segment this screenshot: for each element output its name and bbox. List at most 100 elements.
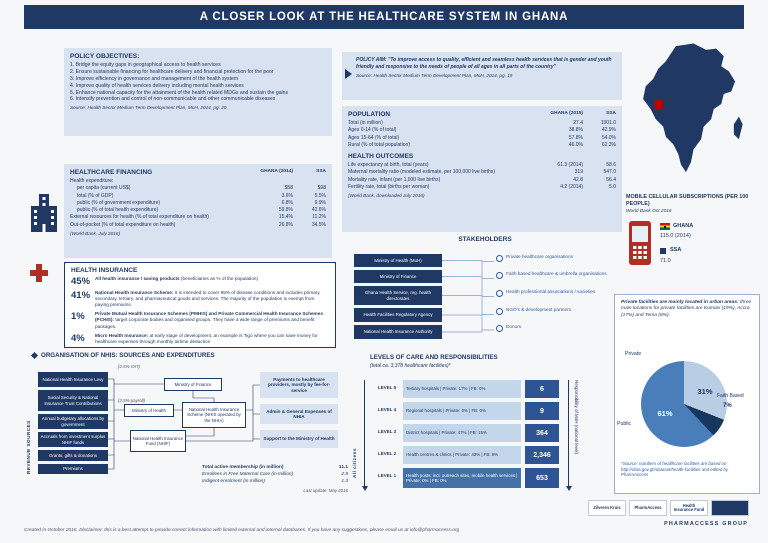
financing-row-label: per capita (current US$)	[77, 185, 131, 192]
population-ghana-value: 57.8%	[568, 134, 583, 141]
population-title: POPULATION	[348, 111, 391, 118]
hospital-building-icon	[31, 194, 57, 232]
nhis-stat-row: Indigent enrolment (in million) 1.3	[202, 478, 348, 485]
logo-zilveren-kruis: Zilveren Kruis	[588, 500, 626, 516]
donor-icon	[496, 325, 503, 332]
africa-map	[643, 43, 743, 173]
insurance-item: 41% National Health Insurance Scheme: It…	[71, 290, 329, 308]
outcome-row-label: Maternal mortality ratio (modeled estima…	[348, 169, 496, 176]
stat-value: 11.1	[338, 465, 348, 470]
nhis-stats: Total active membership (in million) 11.1…	[202, 464, 348, 493]
africa-silhouette	[643, 43, 736, 173]
level-description: District hospitals | Private: 47% | FB: …	[403, 424, 521, 442]
levels-subtitle: (total ca. 3,378 healthcare facilities)*	[370, 363, 451, 369]
nhis-source-box: Annual budgetary allocations by governme…	[38, 414, 108, 429]
pie-pct-public: 61%	[657, 409, 673, 418]
financing-row-label: External resources for health (% of tota…	[70, 214, 209, 221]
outcome-ghana-value: 4.2 (2014)	[560, 183, 583, 190]
level-label: LEVEL 1	[378, 473, 397, 478]
association-icon	[496, 290, 503, 297]
arrow-right-icon	[345, 69, 352, 79]
nhis-stat-row: Total active membership (in million) 11.1	[202, 464, 348, 471]
down-arrow-icon	[565, 486, 572, 491]
financing-ghana-value: 26.8%	[278, 221, 293, 228]
level-description: Regional hospitals | Private: 0% | FB: 0…	[403, 402, 521, 420]
level-description: Health posts: incl. outreach sites, mobi…	[403, 468, 521, 488]
insurance-item: 45% All health insurance / saving produc…	[71, 276, 329, 287]
level-label: LEVEL 5	[378, 385, 397, 390]
outcome-ghana-value: 42.8	[573, 176, 583, 183]
population-row-label: Total (in million)	[348, 120, 383, 126]
population-row-label: Ages 15-64 (% of total)	[348, 134, 400, 141]
level-count: 364	[525, 424, 559, 442]
financing-ssa-value: 42.6%	[311, 207, 326, 213]
levels-left-axis-label: All citizens	[352, 448, 357, 478]
policy-objective: 2. Ensure sustainable financing for heal…	[70, 68, 274, 75]
partner-label: Donors	[506, 324, 522, 329]
nhis-source-box: Accruals from investment surplus NHIF fu…	[38, 432, 108, 447]
pharmaccess-group-label: PHARMACCESS GROUP	[664, 521, 748, 527]
financing-ghana-value: $58	[284, 185, 293, 192]
policy-objective: 6. Intensify prevention and control of n…	[70, 96, 276, 103]
financing-row-label: public (% of total health expenditure)	[77, 207, 159, 213]
insurance-desc: (beneficiaries as % of the population)	[180, 276, 259, 281]
outcome-ssa-value: 56.4	[606, 176, 616, 183]
left-axis-line	[364, 380, 365, 488]
levels-right-axis-label: Responsibility of MoH (national level)	[574, 380, 579, 455]
pie-pct-faith: 7%	[723, 403, 732, 409]
financing-ghana-value: 6.8%	[281, 199, 293, 206]
stat-value: 1.3	[341, 479, 348, 485]
insurance-pct: 1%	[71, 311, 85, 323]
outcome-ssa-value: 547.0	[603, 169, 616, 176]
header-bar: A CLOSER LOOK AT THE HEALTHCARE SYSTEM I…	[24, 5, 744, 29]
insurance-desc: at early stage of development, an exampl…	[95, 332, 318, 344]
payroll-note: (2.5% payroll)	[118, 398, 146, 403]
nhis-title: ORGANISATION OF NHIS: SOURCES AND EXPEND…	[41, 352, 215, 359]
pie-label-public: Public	[617, 421, 632, 427]
population-col-ghana: GHANA (2015)	[550, 111, 583, 116]
outcome-row-label: Mortality rate, infant (per 1,000 live b…	[348, 176, 441, 183]
insurance-label: National Health Insurance Scheme:	[95, 290, 174, 295]
financing-ssa-value: $98	[317, 185, 326, 192]
level-row: LEVEL 4 Regional hospitals | Private: 0%…	[378, 402, 559, 420]
insurance-item: 1% Private Mutual Health Insurance Schem…	[71, 311, 329, 329]
nhis-organisation-diagram: ORGANISATION OF NHIS: SOURCES AND EXPEND…	[26, 351, 348, 514]
ngo-icon	[496, 308, 503, 315]
population-ghana-value: 46.0%	[568, 141, 583, 148]
population-panel: POPULATION GHANA (2015) SSA Total (in mi…	[342, 106, 622, 232]
level-description: Health centres & clinics | Private: 43% …	[403, 446, 521, 464]
nhis-last-update: Last update: May 2016	[303, 487, 348, 493]
financing-ghana-value: 15.4%	[278, 214, 293, 221]
revenue-sources-axis-label: REVENUE SOURCES	[26, 420, 31, 474]
stat-label: Indigent enrolment (in million)	[202, 479, 265, 485]
population-source: (World Bank, downloaded July 2016)	[348, 193, 425, 198]
financing-source: (World Bank, July 2016)	[70, 230, 121, 236]
outcome-ghana-value: 61.3 (2014)	[557, 162, 583, 168]
facilities-note: three main locations for private facilit…	[621, 300, 752, 318]
population-row-label: Ages 0-14 (% of total)	[348, 127, 397, 134]
financing-ghana-value: 3.6%	[281, 192, 293, 199]
level-row: LEVEL 1 Health posts: incl. outreach sit…	[378, 468, 559, 488]
insurance-desc: It is intended to cover 95% of disease c…	[95, 290, 321, 308]
health-insurance-panel: HEALTH INSURANCE 45% All health insuranc…	[64, 262, 336, 348]
policy-aim-source: Source: Health Sector Medium Term Develo…	[356, 72, 513, 78]
insurance-label: Micro Health Insurance:	[95, 332, 149, 338]
insurance-pct: 45%	[71, 276, 91, 287]
outcome-ssa-value: 5.0	[609, 183, 616, 190]
policy-objective: 5. Enhance national capacity for the att…	[70, 89, 289, 96]
policy-objectives-panel: POLICY OBJECTIVES: 1. Bridge the equity …	[64, 48, 332, 136]
nhis-source-box: Premiums	[38, 464, 108, 474]
logo-pharmaccess: PharmAccess	[629, 500, 667, 516]
madagascar-silhouette	[733, 116, 743, 140]
financing-ssa-value	[293, 178, 326, 185]
level-count: 6	[525, 380, 559, 398]
stat-value: 2.9	[341, 472, 348, 478]
page-title: A CLOSER LOOK AT THE HEALTHCARE SYSTEM I…	[199, 11, 569, 23]
insurance-label: All health insurance / saving products	[95, 276, 180, 281]
financing-ssa-value: 9.9%	[314, 199, 326, 206]
ministry-of-finance-box: Ministry of Finance	[164, 378, 222, 391]
insurance-pct: 41%	[71, 290, 91, 301]
financing-row-label: total (% of GDP)	[77, 192, 114, 199]
financing-title: HEALTHCARE FINANCING	[70, 169, 153, 176]
